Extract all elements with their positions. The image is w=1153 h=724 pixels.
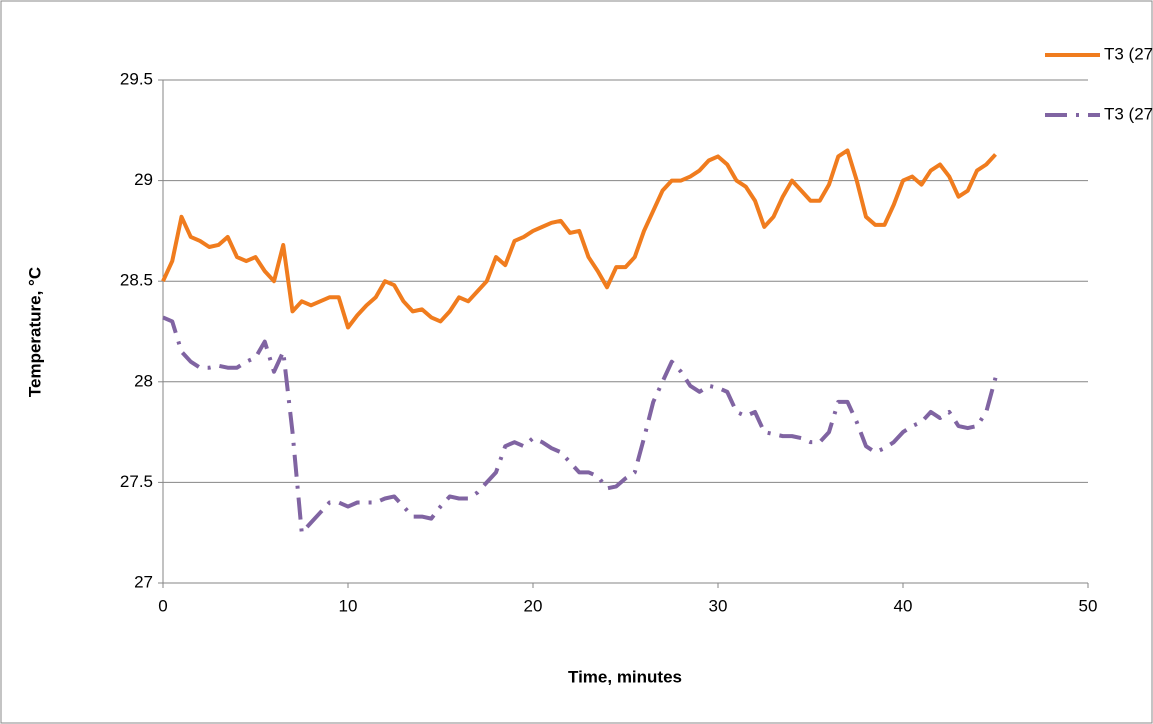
y-tick-label: 27 <box>134 572 153 591</box>
y-tick-label: 29 <box>134 170 153 189</box>
x-tick-label: 40 <box>894 596 913 615</box>
series-line <box>162 315 998 535</box>
x-axis-title: Time, minutes <box>568 667 682 686</box>
x-tick-label: 10 <box>339 596 358 615</box>
y-tick-label: 28.5 <box>120 271 153 290</box>
y-tick-label: 27.5 <box>120 472 153 491</box>
legend-label: T3 (27 I F A) <box>1104 44 1153 63</box>
legend-label: T3 (27 I F U) <box>1104 104 1153 123</box>
series-line <box>161 148 997 330</box>
x-tick-label: 50 <box>1079 596 1098 615</box>
y-tick-label: 29.5 <box>120 69 153 88</box>
x-tick-label: 0 <box>158 596 167 615</box>
y-tick-label: 28 <box>134 371 153 390</box>
y-axis-title: Temperature, °C <box>25 267 44 397</box>
x-tick-label: 30 <box>709 596 728 615</box>
x-tick-label: 20 <box>524 596 543 615</box>
